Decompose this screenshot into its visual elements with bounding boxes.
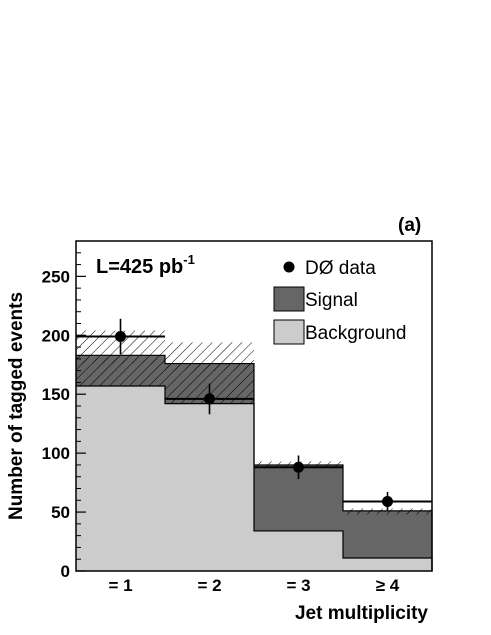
- total-uncertainty-band: [165, 342, 254, 371]
- y-tick-label: 150: [42, 385, 70, 404]
- x-axis-title: Jet multiplicity: [295, 603, 428, 624]
- data-point: [204, 393, 215, 405]
- y-tick-label: 50: [51, 503, 70, 522]
- panel-label: (a): [398, 215, 421, 236]
- data-point: [382, 495, 393, 507]
- total-prediction-outline: [76, 354, 433, 571]
- luminosity-text: L=425 pb: [96, 256, 183, 278]
- legend-swatch-background: [273, 319, 305, 345]
- y-tick-label: 0: [61, 562, 70, 581]
- x-tick-label: = 1: [108, 576, 132, 595]
- data-points: [76, 318, 432, 511]
- background-outline: [76, 385, 433, 571]
- legend-swatch-signal: [273, 286, 305, 312]
- y-tick-label: 100: [42, 444, 70, 463]
- y-tick-label: 250: [42, 267, 70, 286]
- legend: DØ data Signal Background: [273, 258, 406, 345]
- luminosity-superscript: -1: [183, 252, 195, 267]
- legend-marker-data: [283, 261, 295, 273]
- luminosity-label: L=425 pb-1: [96, 252, 195, 278]
- data-point: [115, 330, 126, 342]
- x-tick-label: = 3: [286, 576, 310, 595]
- legend-label: Signal: [305, 290, 358, 311]
- histogram-outlines: [76, 354, 433, 571]
- x-tick-label: = 2: [197, 576, 221, 595]
- legend-label: Background: [305, 323, 406, 344]
- signal-bar: [343, 510, 432, 559]
- background-bar: [343, 558, 432, 571]
- x-tick-label: ≥ 4: [376, 576, 400, 595]
- background-bar: [254, 530, 343, 571]
- axes: 0 50 100 150 200 250 = 1 = 2 = 3 ≥ 4: [42, 240, 400, 595]
- background-bar: [165, 403, 254, 571]
- y-axis-title: Number of tagged events: [6, 292, 27, 520]
- y-tick-label: 200: [42, 326, 70, 345]
- legend-label: DØ data: [305, 258, 376, 279]
- data-point: [293, 461, 304, 473]
- background-bar: [76, 385, 165, 571]
